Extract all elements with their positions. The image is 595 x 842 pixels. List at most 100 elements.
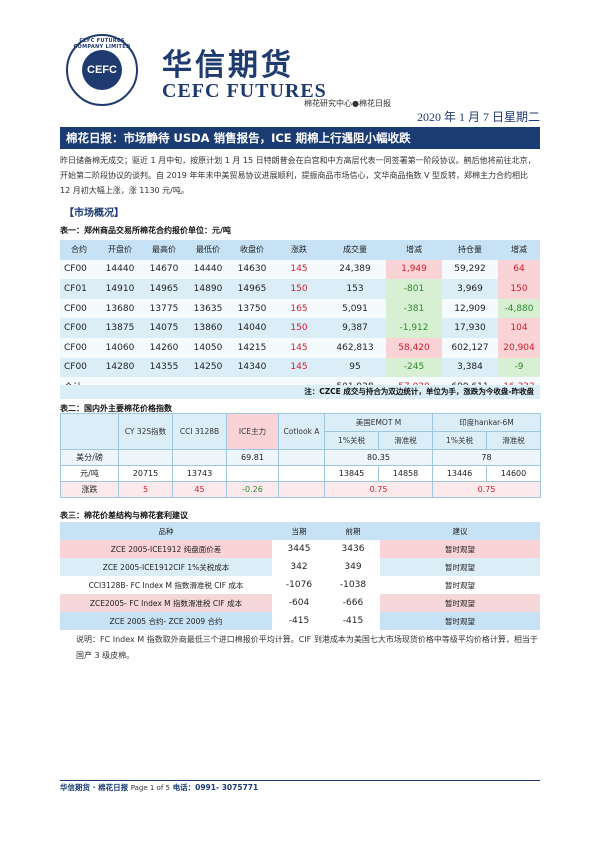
footer-brand: 华信期货 · 棉花日报	[60, 783, 129, 792]
table3-spread-arbitrage: 品种 当期 前期 建议 ZCE 2005-ICE1912 纯盘面价差 3445 34…	[60, 522, 540, 630]
intro-paragraph: 昨日储备棉无成交；驱近 1 月中旬，按原计划 1 月 15 日特朗普会在白宫和中…	[60, 156, 536, 195]
table-row: CF01 14910 14965 14890 14965 150 153 -801 3,969 1…	[60, 279, 540, 299]
table-row: ZCE 2005-ICE1912 纯盘面价差 3445 3436 暂时观望	[60, 540, 540, 558]
advice-cell: 暂时观望	[380, 540, 540, 558]
table2-subheader-row: 1%关税 滑准税 1%关税 滑准税	[61, 431, 541, 450]
row-label-cny: 元/吨	[60, 465, 119, 482]
change-cell: 145	[274, 337, 324, 358]
contract-cell: CF00	[60, 318, 98, 338]
volume-cell: 5,091	[324, 298, 386, 319]
chg-cci: 45	[172, 481, 227, 498]
contract-cell: CF00	[60, 259, 98, 280]
contract-cell: CF01	[60, 279, 98, 299]
hdr-in-sliding: 滑准税	[486, 431, 541, 450]
open-cell: 13875	[98, 318, 142, 338]
advice-cell: 暂时观望	[380, 612, 540, 630]
variety-cell: ZCE 2005-ICE1912 纯盘面价差	[60, 540, 272, 558]
previous-cell: -666	[326, 594, 380, 612]
usd-ice: 69.81	[226, 449, 279, 466]
table1-header-row: 合约 开盘价 最高价 最低价 收盘价 涨跌 成交量 增减 持仓量 增减	[60, 240, 540, 260]
previous-cell: -1038	[326, 576, 380, 594]
contract-cell: CF00	[60, 337, 98, 358]
col-current: 当期	[272, 522, 326, 540]
current-cell: -415	[272, 612, 326, 630]
oi-cell: 17,930	[442, 318, 498, 338]
low-cell: 13635	[186, 298, 230, 319]
oi-change-cell: 20,904	[498, 337, 540, 358]
volume-cell: 95	[324, 357, 386, 378]
close-cell: 14040	[230, 318, 274, 338]
hdr-cy32s: CY 32S指数	[118, 413, 173, 450]
col-previous: 前期	[326, 522, 380, 540]
open-cell: 14440	[98, 259, 142, 280]
volume-cell: 9,387	[324, 318, 386, 338]
table2-caption: 表二：国内外主要棉花价格指数	[60, 404, 172, 413]
table-row: CF00 14280 14355 14250 14340 145 95 -245 3,384 -9	[60, 357, 540, 378]
change-cell: 150	[274, 318, 324, 338]
chg-cy: 5	[118, 481, 173, 498]
usd-india: 78	[432, 449, 541, 466]
table1-caption: 表一：郑州商品交易所棉花合约报价单位：元/吨	[60, 226, 231, 235]
table-row: CF00 14440 14670 14440 14630 145 24,389 1,949 59…	[60, 259, 540, 280]
advice-cell: 暂时观望	[380, 576, 540, 594]
table-row: CF00 13680 13775 13635 13750 165 5,091 -381 12,9…	[60, 298, 540, 319]
low-cell: 14050	[186, 337, 230, 358]
cny-us-1pct: 13845	[324, 465, 379, 482]
close-cell: 14965	[230, 279, 274, 299]
low-cell: 13860	[186, 318, 230, 338]
variety-cell: ZCE 2005-ICE1912CIF 1%关税成本	[60, 558, 272, 576]
volume-change-cell: 1,949	[386, 259, 442, 280]
col-open-interest: 持仓量	[442, 240, 498, 260]
table2-row-cny: 元/吨 20715 13743 13845 14858 13446 14600	[60, 465, 541, 482]
low-cell: 14890	[186, 279, 230, 299]
open-cell: 14910	[98, 279, 142, 299]
oi-cell: 59,292	[442, 259, 498, 280]
change-cell: 165	[274, 298, 324, 319]
chg-india: 0.75	[432, 481, 541, 498]
oi-cell: 12,909	[442, 298, 498, 319]
table-row: ZCE2005- FC Index M 指数滑准税 CIF 成本 -604 -666…	[60, 594, 540, 612]
chg-us: 0.75	[324, 481, 433, 498]
col-advice: 建议	[380, 522, 540, 540]
hdr-ice: ICE主力	[226, 413, 279, 450]
table-row: CCI3128B- FC Index M 指数滑准税 CIF 成本 -1076 -1…	[60, 576, 540, 594]
table-row: ZCE 2005 合约- ZCE 2009 合约 -415 -415 暂时观望	[60, 612, 540, 630]
change-cell: 145	[274, 357, 324, 378]
report-date: 2020 年 1 月 7 日星期二	[416, 110, 540, 124]
table-row: CF00 14060 14260 14050 14215 145 462,813 58,420…	[60, 337, 540, 358]
cny-cci: 13743	[172, 465, 227, 482]
hdr-cci: CCI 3128B	[172, 413, 227, 450]
variety-cell: ZCE 2005 合约- ZCE 2009 合约	[60, 612, 272, 630]
company-logo: CEFC FUTURES COMPANY LIMITED CEFC	[66, 34, 138, 106]
usd-us: 80.35	[324, 449, 433, 466]
table1-zce-quotes: 合约 开盘价 最高价 最低价 收盘价 涨跌 成交量 增减 持仓量 增减 CF00…	[60, 240, 540, 397]
close-cell: 14340	[230, 357, 274, 378]
change-cell: 150	[274, 279, 324, 299]
volume-cell: 153	[324, 279, 386, 299]
col-open: 开盘价	[98, 240, 142, 260]
col-oi-change: 增减	[498, 240, 540, 260]
table2-price-indices: CY 32S指数 CCI 3128B ICE主力 Cotlook A 美国EMO…	[60, 413, 541, 498]
col-change: 涨跌	[274, 240, 324, 260]
advice-cell: 暂时观望	[380, 558, 540, 576]
oi-change-cell: -9	[498, 357, 540, 378]
volume-change-cell: -381	[386, 298, 442, 319]
page-footer: 华信期货 · 棉花日报 Page 1 of 5 电话：0991- 3075771	[60, 782, 258, 793]
variety-cell: CCI3128B- FC Index M 指数滑准税 CIF 成本	[60, 576, 272, 594]
brand-name-cn: 华信期货	[162, 48, 294, 83]
col-volume: 成交量	[324, 240, 386, 260]
current-cell: -604	[272, 594, 326, 612]
advice-cell: 暂时观望	[380, 594, 540, 612]
table-row: CF00 13875 14075 13860 14040 150 9,387 -1,912 17…	[60, 318, 540, 338]
previous-cell: 349	[326, 558, 380, 576]
table2-row-usd: 美分/磅 69.81 80.35 78	[60, 449, 541, 466]
col-high: 最高价	[142, 240, 186, 260]
hdr-us-emot: 美国EMOT M	[324, 413, 433, 432]
table3-caption: 表三：棉花价差结构与棉花套利建议	[60, 511, 188, 520]
brand-name-en: CEFC FUTURES	[162, 80, 327, 102]
footer-phone: 电话：0991- 3075771	[172, 783, 259, 792]
col-variety: 品种	[60, 522, 272, 540]
hdr-us-1pct: 1%关税	[324, 431, 379, 450]
hdr-us-sliding: 滑准税	[378, 431, 433, 450]
table2-header-row: CY 32S指数 CCI 3128B ICE主力 Cotlook A 美国EMO…	[60, 413, 541, 450]
